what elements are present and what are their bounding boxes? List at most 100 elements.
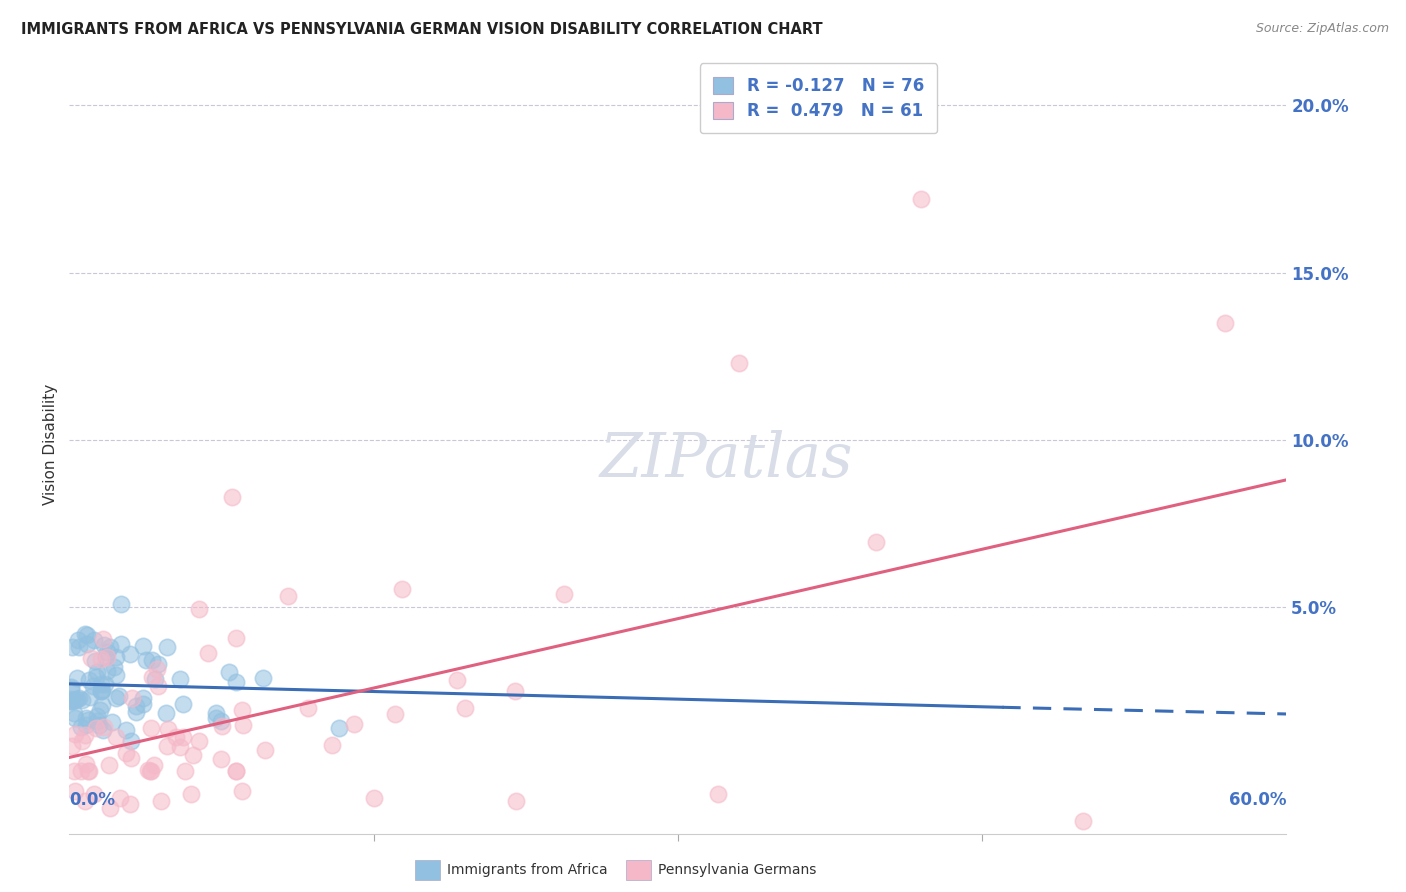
- Point: [165, 730, 187, 744]
- Point: [120, 751, 142, 765]
- Point: [391, 582, 413, 596]
- Point: [120, 734, 142, 748]
- Point: [232, 718, 254, 732]
- Point: [231, 703, 253, 717]
- Point: [98, 758, 121, 772]
- Point: [60, 692, 83, 706]
- Point: [221, 490, 243, 504]
- Point: [138, 764, 160, 778]
- Point: [225, 674, 247, 689]
- Y-axis label: Vision Disability: Vision Disability: [44, 384, 58, 506]
- Point: [82, 680, 104, 694]
- Point: [1215, 316, 1237, 330]
- Point: [76, 637, 98, 651]
- Point: [141, 670, 163, 684]
- Point: [125, 705, 148, 719]
- Point: [86, 714, 108, 728]
- Point: [132, 697, 155, 711]
- Point: [105, 690, 128, 705]
- Point: [149, 794, 172, 808]
- Point: [135, 653, 157, 667]
- Point: [105, 650, 128, 665]
- Point: [146, 679, 169, 693]
- Point: [75, 756, 97, 771]
- Point: [108, 689, 131, 703]
- Point: [110, 637, 132, 651]
- Point: [66, 671, 89, 685]
- Point: [79, 673, 101, 688]
- Point: [277, 590, 299, 604]
- Point: [131, 690, 153, 705]
- Point: [98, 800, 121, 814]
- Point: [155, 640, 177, 654]
- Point: [60, 682, 83, 697]
- Point: [94, 650, 117, 665]
- Point: [197, 646, 219, 660]
- Point: [132, 639, 155, 653]
- Point: [103, 660, 125, 674]
- Point: [60, 694, 83, 708]
- Point: [187, 733, 209, 747]
- Point: [120, 797, 142, 812]
- Point: [156, 739, 179, 753]
- Point: [172, 697, 194, 711]
- Point: [141, 653, 163, 667]
- Point: [139, 722, 162, 736]
- Point: [169, 673, 191, 687]
- Point: [76, 628, 98, 642]
- Point: [67, 633, 90, 648]
- Point: [707, 787, 730, 801]
- Point: [91, 698, 114, 712]
- Point: [86, 665, 108, 680]
- Point: [96, 664, 118, 678]
- Point: [141, 764, 163, 778]
- Point: [252, 671, 274, 685]
- Point: [70, 720, 93, 734]
- Point: [70, 764, 93, 778]
- Point: [503, 684, 526, 698]
- Point: [120, 647, 142, 661]
- Point: [187, 602, 209, 616]
- Text: IMMIGRANTS FROM AFRICA VS PENNSYLVANIA GERMAN VISION DISABILITY CORRELATION CHAR: IMMIGRANTS FROM AFRICA VS PENNSYLVANIA G…: [21, 22, 823, 37]
- Point: [83, 633, 105, 648]
- Point: [205, 706, 228, 720]
- Point: [174, 764, 197, 778]
- Point: [108, 790, 131, 805]
- Point: [65, 692, 87, 706]
- Point: [65, 693, 87, 707]
- Point: [90, 684, 112, 698]
- Point: [84, 670, 107, 684]
- Point: [93, 720, 115, 734]
- Point: [96, 650, 118, 665]
- Point: [125, 699, 148, 714]
- Point: [60, 640, 83, 655]
- Point: [910, 192, 932, 206]
- Point: [80, 651, 103, 665]
- Point: [181, 748, 204, 763]
- Point: [218, 665, 240, 680]
- Point: [91, 632, 114, 646]
- Point: [146, 657, 169, 672]
- Point: [90, 652, 112, 666]
- Point: [60, 694, 83, 708]
- Point: [77, 764, 100, 778]
- Text: Immigrants from Africa: Immigrants from Africa: [447, 863, 607, 877]
- Point: [67, 691, 90, 706]
- Point: [65, 711, 87, 725]
- Point: [209, 752, 232, 766]
- Point: [446, 673, 468, 687]
- Point: [225, 631, 247, 645]
- Point: [454, 701, 477, 715]
- Point: [342, 716, 364, 731]
- Point: [211, 719, 233, 733]
- Point: [89, 703, 111, 717]
- Point: [70, 693, 93, 707]
- Point: [143, 672, 166, 686]
- Point: [77, 764, 100, 778]
- Point: [60, 739, 83, 754]
- Point: [90, 677, 112, 691]
- Point: [727, 356, 749, 370]
- Point: [91, 723, 114, 737]
- Point: [172, 730, 194, 744]
- Point: [90, 684, 112, 698]
